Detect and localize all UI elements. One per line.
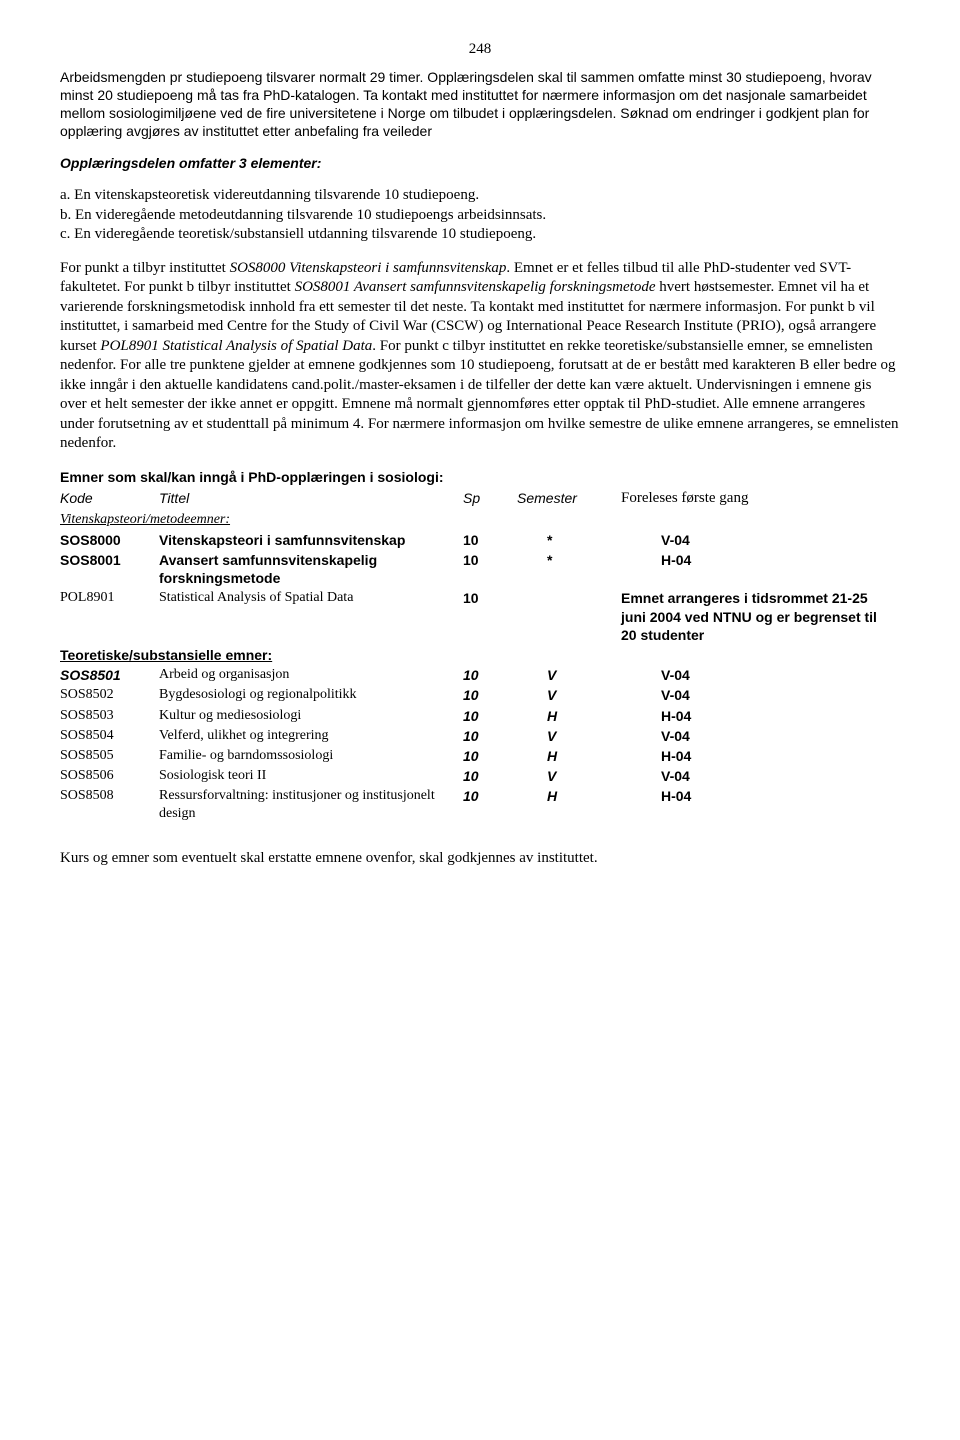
- cell-first: V-04: [621, 530, 900, 550]
- cell-code: SOS8503: [60, 706, 159, 726]
- cell-title: Velferd, ulikhet og integrering: [159, 726, 463, 746]
- cell-sem: H: [517, 706, 621, 726]
- table-row: SOS8505 Familie- og barndomssosiologi 10…: [60, 746, 900, 766]
- course-ref-1: SOS8000 Vitenskapsteori i samfunnsvitens…: [230, 260, 507, 276]
- cell-sem: V: [517, 685, 621, 705]
- cell-first: V-04: [621, 685, 900, 705]
- cell-title: Statistical Analysis of Spatial Data: [159, 588, 463, 645]
- cell-title: Bygdesosiologi og regionalpolitikk: [159, 685, 463, 705]
- list-item-a: a. En vitenskapsteoretisk videreutdannin…: [60, 186, 900, 206]
- cell-first: H-04: [621, 786, 900, 824]
- cell-code: SOS8506: [60, 766, 159, 786]
- footer-paragraph: Kurs og emner som eventuelt skal erstatt…: [60, 849, 900, 869]
- table-row: SOS8503 Kultur og mediesosiologi 10 H H-…: [60, 706, 900, 726]
- paragraph-main: For punkt a tilbyr instituttet SOS8000 V…: [60, 259, 900, 454]
- list-item-c: c. En videregående teoretisk/substansiel…: [60, 225, 900, 245]
- page-number: 248: [60, 40, 900, 60]
- cell-first: H-04: [621, 746, 900, 766]
- cell-sp: 10: [463, 786, 517, 824]
- cell-sp: 10: [463, 665, 517, 685]
- cell-sp: 10: [463, 706, 517, 726]
- cell-title: Sosiologisk teori II: [159, 766, 463, 786]
- cell-sem: [517, 588, 621, 645]
- cell-sp: 10: [463, 726, 517, 746]
- text-g: . For punkt c tilbyr instituttet en rekk…: [60, 338, 899, 452]
- cell-sp: 10: [463, 766, 517, 786]
- cell-sem: H: [517, 786, 621, 824]
- cell-code: SOS8502: [60, 685, 159, 705]
- table-row: POL8901 Statistical Analysis of Spatial …: [60, 588, 900, 645]
- table-row: SOS8506 Sosiologisk teori II 10 V V-04: [60, 766, 900, 786]
- course-ref-2: SOS8001 Avansert samfunnsvitenskapelig f…: [295, 279, 656, 295]
- cell-sem: V: [517, 766, 621, 786]
- cell-title: Kultur og mediesosiologi: [159, 706, 463, 726]
- cell-code: SOS8501: [60, 665, 159, 685]
- cell-sem: *: [517, 550, 621, 588]
- cell-code: SOS8504: [60, 726, 159, 746]
- cell-sp: 10: [463, 685, 517, 705]
- table-row: SOS8000 Vitenskapsteori i samfunnsvitens…: [60, 530, 900, 550]
- table-heading: Emner som skal/kan inngå i PhD-opplæring…: [60, 468, 900, 486]
- cell-sp: 10: [463, 588, 517, 645]
- table-row: SOS8502 Bygdesosiologi og regionalpoliti…: [60, 685, 900, 705]
- header-sp: Sp: [463, 488, 517, 510]
- cell-title: Arbeid og organisasjon: [159, 665, 463, 685]
- table-row: SOS8504 Velferd, ulikhet og integrering …: [60, 726, 900, 746]
- course-table: Kode Tittel Sp Semester Foreleses første…: [60, 488, 900, 825]
- cell-sp: 10: [463, 746, 517, 766]
- cell-code: POL8901: [60, 588, 159, 645]
- cell-sem: V: [517, 665, 621, 685]
- cell-first: V-04: [621, 766, 900, 786]
- cell-code: SOS8000: [60, 530, 159, 550]
- table-header-row: Kode Tittel Sp Semester Foreleses første…: [60, 488, 900, 510]
- cell-code: SOS8508: [60, 786, 159, 824]
- header-title: Tittel: [159, 488, 463, 510]
- cell-title: Avansert samfunnsvitenskapelig forskning…: [159, 550, 463, 588]
- cell-first: Emnet arrangeres i tidsrommet 21-25 juni…: [621, 588, 900, 645]
- cell-sp: 10: [463, 550, 517, 588]
- cell-title: Vitenskapsteori i samfunnsvitenskap: [159, 530, 463, 550]
- cell-title: Ressursforvaltning: institusjoner og ins…: [159, 786, 463, 824]
- cell-code: SOS8001: [60, 550, 159, 588]
- list-item-b: b. En videregående metodeutdanning tilsv…: [60, 206, 900, 226]
- cell-title: Familie- og barndomssosiologi: [159, 746, 463, 766]
- cell-first: V-04: [621, 726, 900, 746]
- cell-sem: *: [517, 530, 621, 550]
- cell-first: V-04: [621, 665, 900, 685]
- course-ref-3: POL8901 Statistical Analysis of Spatial …: [100, 338, 372, 354]
- elements-heading: Opplæringsdelen omfatter 3 elementer:: [60, 154, 900, 172]
- cell-sem: H: [517, 746, 621, 766]
- header-first: Foreleses første gang: [621, 488, 900, 510]
- cell-code: SOS8505: [60, 746, 159, 766]
- table-row: SOS8001 Avansert samfunnsvitenskapelig f…: [60, 550, 900, 588]
- header-semester: Semester: [517, 488, 621, 510]
- section-row-2: Teoretiske/substansielle emner:: [60, 645, 900, 665]
- table-row: SOS8508 Ressursforvaltning: institusjone…: [60, 786, 900, 824]
- paragraph-intro: Arbeidsmengden pr studiepoeng tilsvarer …: [60, 68, 900, 141]
- section-row-1: Vitenskapsteori/metodeemner:: [60, 510, 900, 530]
- section-1-label: Vitenskapsteori/metodeemner:: [60, 510, 900, 530]
- text-a: For punkt a tilbyr instituttet: [60, 260, 230, 276]
- header-code: Kode: [60, 488, 159, 510]
- cell-sp: 10: [463, 530, 517, 550]
- cell-first: H-04: [621, 550, 900, 588]
- cell-first: H-04: [621, 706, 900, 726]
- section-2-label: Teoretiske/substansielle emner:: [60, 645, 900, 665]
- cell-sem: V: [517, 726, 621, 746]
- table-row: SOS8501 Arbeid og organisasjon 10 V V-04: [60, 665, 900, 685]
